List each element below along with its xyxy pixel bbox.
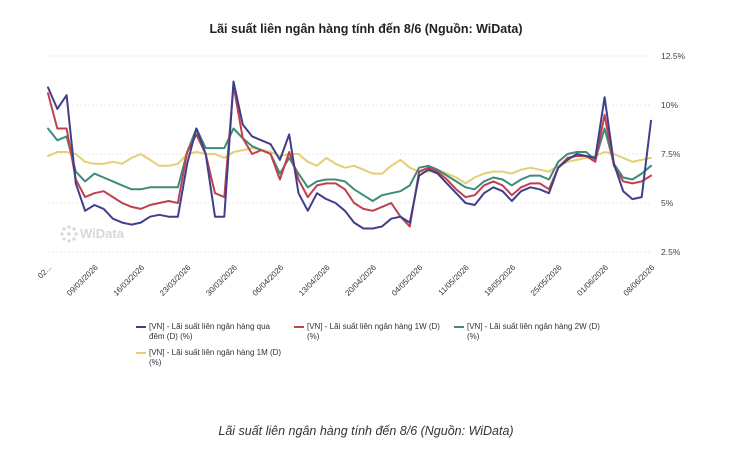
x-tick-label: 08/06/2026 xyxy=(622,263,657,298)
chart-panel: Lãi suất liên ngân hàng tính đến 8/6 (Ng… xyxy=(36,22,686,367)
y-tick-label: 12.5% xyxy=(661,51,686,61)
line-chart: 2.5% 5% 7.5% 10% 12.5% 02... 09/03/2026 16/03/2… xyxy=(36,51,686,298)
x-tick-label: 13/04/2026 xyxy=(297,263,332,298)
legend-swatch xyxy=(136,352,146,354)
x-tick-label: 25/05/2026 xyxy=(529,263,564,298)
watermark: WiData xyxy=(80,226,124,241)
y-tick-label: 7.5% xyxy=(661,149,681,159)
chart-title: Lãi suất liên ngân hàng tính đến 8/6 (Ng… xyxy=(209,22,523,36)
y-tick-label: 2.5% xyxy=(661,247,681,257)
x-tick-label: 23/03/2026 xyxy=(158,263,193,298)
widata-logo-icon xyxy=(60,225,78,248)
x-tick-label: 09/03/2026 xyxy=(65,263,100,298)
x-tick-label: 04/05/2026 xyxy=(390,263,425,298)
legend-swatch xyxy=(136,326,146,328)
legend-swatch xyxy=(294,326,304,328)
legend-label: [VN] - Lãi suất liên ngân hàng 1W (D) (%… xyxy=(307,322,440,341)
x-tick-label: 20/04/2026 xyxy=(343,263,378,298)
x-tick-label: 18/05/2026 xyxy=(483,263,518,298)
legend-label: [VN] - Lãi suất liên ngân hàng 1M (D) (%… xyxy=(149,348,282,367)
x-tick-label: 01/06/2026 xyxy=(575,263,610,298)
y-tick-label: 10% xyxy=(661,100,678,110)
legend-swatch xyxy=(454,326,464,328)
x-tick-label: 11/05/2026 xyxy=(437,263,472,298)
x-tick-label: 06/04/2026 xyxy=(251,263,286,298)
legend-label: [VN] - Lãi suất liên ngân hàng 2W (D) (%… xyxy=(467,322,600,341)
figure-caption: Lãi suất liên ngân hàng tính đến 8/6 (Ng… xyxy=(218,424,514,438)
x-tick-label: 30/03/2026 xyxy=(204,263,239,298)
y-tick-label: 5% xyxy=(661,198,674,208)
series-line xyxy=(47,127,652,202)
legend-label: [VN] - Lãi suất liên ngân hàng qua đêm (… xyxy=(149,322,270,341)
series-line xyxy=(47,80,652,230)
x-tick-label: 02... xyxy=(36,263,53,280)
series-line xyxy=(47,147,652,185)
series-line xyxy=(47,84,652,228)
x-tick-label: 16/03/2026 xyxy=(112,263,147,298)
